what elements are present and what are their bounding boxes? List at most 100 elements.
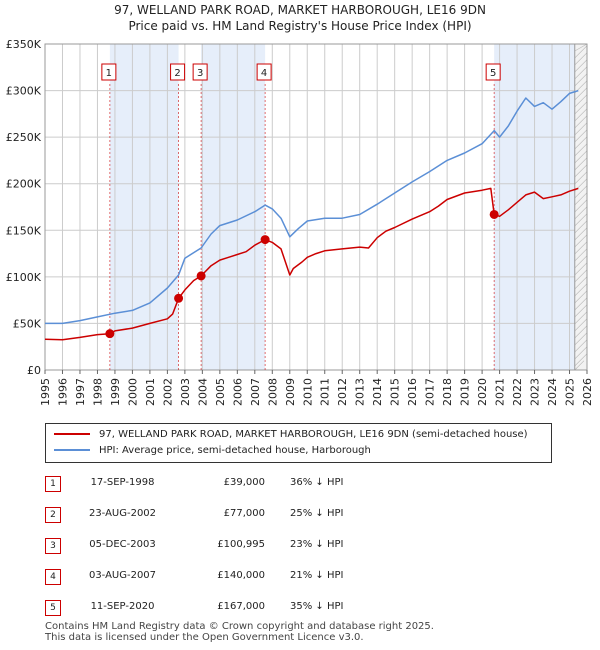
x-tick-label: 2025	[564, 378, 577, 406]
hatch-line	[574, 157, 588, 171]
sale-marker	[489, 209, 499, 219]
hatch-line	[574, 43, 588, 52]
x-tick-label: 2004	[196, 378, 209, 406]
hatch-line	[574, 318, 588, 332]
sale-date: 17-SEP-1998	[90, 477, 155, 488]
shaded-band	[201, 44, 266, 370]
sale-label-box	[192, 63, 208, 81]
hatch-line	[574, 150, 588, 164]
hatch-line	[574, 262, 588, 276]
sale-label-box	[485, 63, 501, 81]
x-tick-label: 2013	[354, 378, 367, 406]
hatch-line	[574, 199, 588, 213]
sale-labels: 1 2 3 4 5	[101, 63, 501, 81]
sale-price: £39,000	[223, 477, 265, 488]
sale-number: 5	[45, 600, 61, 616]
sale-label-box	[170, 63, 186, 81]
hatch-line	[574, 269, 588, 283]
y-tick-label: £50K	[13, 317, 42, 330]
hatch-line	[574, 87, 588, 101]
sale-price: £140,000	[217, 570, 265, 581]
plot-frame	[44, 43, 588, 371]
hatch-line	[574, 276, 588, 290]
footer-licence: This data is licensed under the Open Gov…	[45, 632, 364, 643]
x-tick-label: 2014	[371, 378, 384, 406]
y-tick-label: £300K	[6, 85, 42, 98]
y-tick-label: £350K	[6, 38, 42, 51]
series-lines	[44, 89, 579, 341]
hatch-line	[574, 290, 588, 304]
x-tick-label: 2012	[336, 378, 349, 406]
chart-title: 97, WELLAND PARK ROAD, MARKET HARBOROUGH…	[114, 3, 486, 17]
sale-label-box	[101, 63, 117, 81]
sale-date: 05-DEC-2003	[89, 539, 156, 550]
x-tick-label: 1996	[56, 378, 69, 406]
sale-label-text: 5	[490, 68, 496, 79]
x-tick-label: 2024	[546, 378, 559, 406]
hatch-line	[574, 94, 588, 108]
sale-date: 11-SEP-2020	[90, 601, 155, 612]
legend-property-swatch	[54, 433, 90, 435]
hatch-line	[574, 227, 588, 241]
sale-hpi-relative: 23% ↓ HPI	[290, 539, 344, 550]
hatch-line	[574, 311, 588, 325]
sale-row: 4 03-AUG-2007 £140,000 21% ↓ HPI	[45, 569, 565, 585]
hatch-line	[574, 346, 588, 360]
hatch-line	[574, 248, 588, 262]
hatch-line	[574, 283, 588, 297]
y-tick-label: £200K	[6, 178, 42, 191]
price-chart: £0 £50K £100K £150K £200K £250K £300K £350K 199…	[6, 38, 594, 406]
hatch-line	[574, 297, 588, 311]
shaded-band	[109, 44, 179, 370]
grid-lines	[44, 43, 588, 371]
x-axis: 1995 1996 1997 1998 1999 2000 2001 2002 2003 2004…	[39, 370, 594, 406]
hatch-line	[574, 332, 588, 346]
footer-copyright: Contains HM Land Registry data © Crown c…	[45, 621, 434, 632]
sale-hpi-relative: 35% ↓ HPI	[290, 601, 344, 612]
x-tick-label: 2008	[266, 378, 279, 406]
sale-date: 03-AUG-2007	[88, 570, 157, 581]
sale-label-text: 2	[174, 68, 180, 79]
y-tick-label: £0	[27, 364, 41, 377]
sale-number: 1	[45, 476, 61, 492]
hatch-line	[574, 220, 588, 234]
footer: Contains HM Land Registry data © Crown c…	[45, 621, 434, 643]
sale-price: £100,995	[217, 539, 265, 550]
hatch-line	[574, 255, 588, 269]
legend-property-label: 97, WELLAND PARK ROAD, MARKET HARBOROUGH…	[99, 429, 528, 440]
x-tick-label: 2011	[319, 378, 332, 406]
sale-date: 23-AUG-2002	[88, 508, 157, 519]
x-tick-label: 2019	[459, 378, 472, 406]
hatch-line	[574, 108, 588, 122]
y-tick-label: £100K	[6, 271, 42, 284]
x-tick-label: 2002	[161, 378, 174, 406]
x-tick-label: 1995	[39, 378, 52, 406]
sale-marker	[105, 329, 115, 339]
chart-subtitle: Price paid vs. HM Land Registry's House …	[128, 19, 472, 33]
hatch-line	[574, 164, 588, 178]
sale-price: £77,000	[223, 508, 265, 519]
sale-marker	[174, 293, 184, 303]
x-tick-label: 2023	[529, 378, 542, 406]
legend-hpi-label: HPI: Average price, semi-detached house,…	[99, 445, 371, 456]
sale-hpi-relative: 36% ↓ HPI	[290, 477, 344, 488]
x-tick-label: 2016	[406, 378, 419, 406]
hatch-line	[574, 353, 588, 367]
x-tick-label: 2018	[441, 378, 454, 406]
sale-number: 4	[45, 569, 61, 585]
y-axis: £0 £50K £100K £150K £200K £250K £300K £350K	[6, 38, 42, 377]
sale-marker	[260, 235, 270, 245]
x-tick-label: 1999	[109, 378, 122, 406]
legend-hpi-swatch	[54, 449, 90, 451]
x-tick-label: 2015	[389, 378, 402, 406]
y-tick-label: £150K	[6, 224, 42, 237]
hatch-line	[574, 234, 588, 248]
sale-price: £167,000	[217, 601, 265, 612]
x-tick-label: 1997	[74, 378, 87, 406]
hatch-line	[574, 206, 588, 220]
hatch-line	[574, 143, 588, 157]
sale-label-text: 4	[261, 68, 267, 79]
x-tick-label: 2001	[144, 378, 157, 406]
legend: 97, WELLAND PARK ROAD, MARKET HARBOROUGH…	[45, 423, 552, 463]
series-line	[45, 89, 579, 325]
